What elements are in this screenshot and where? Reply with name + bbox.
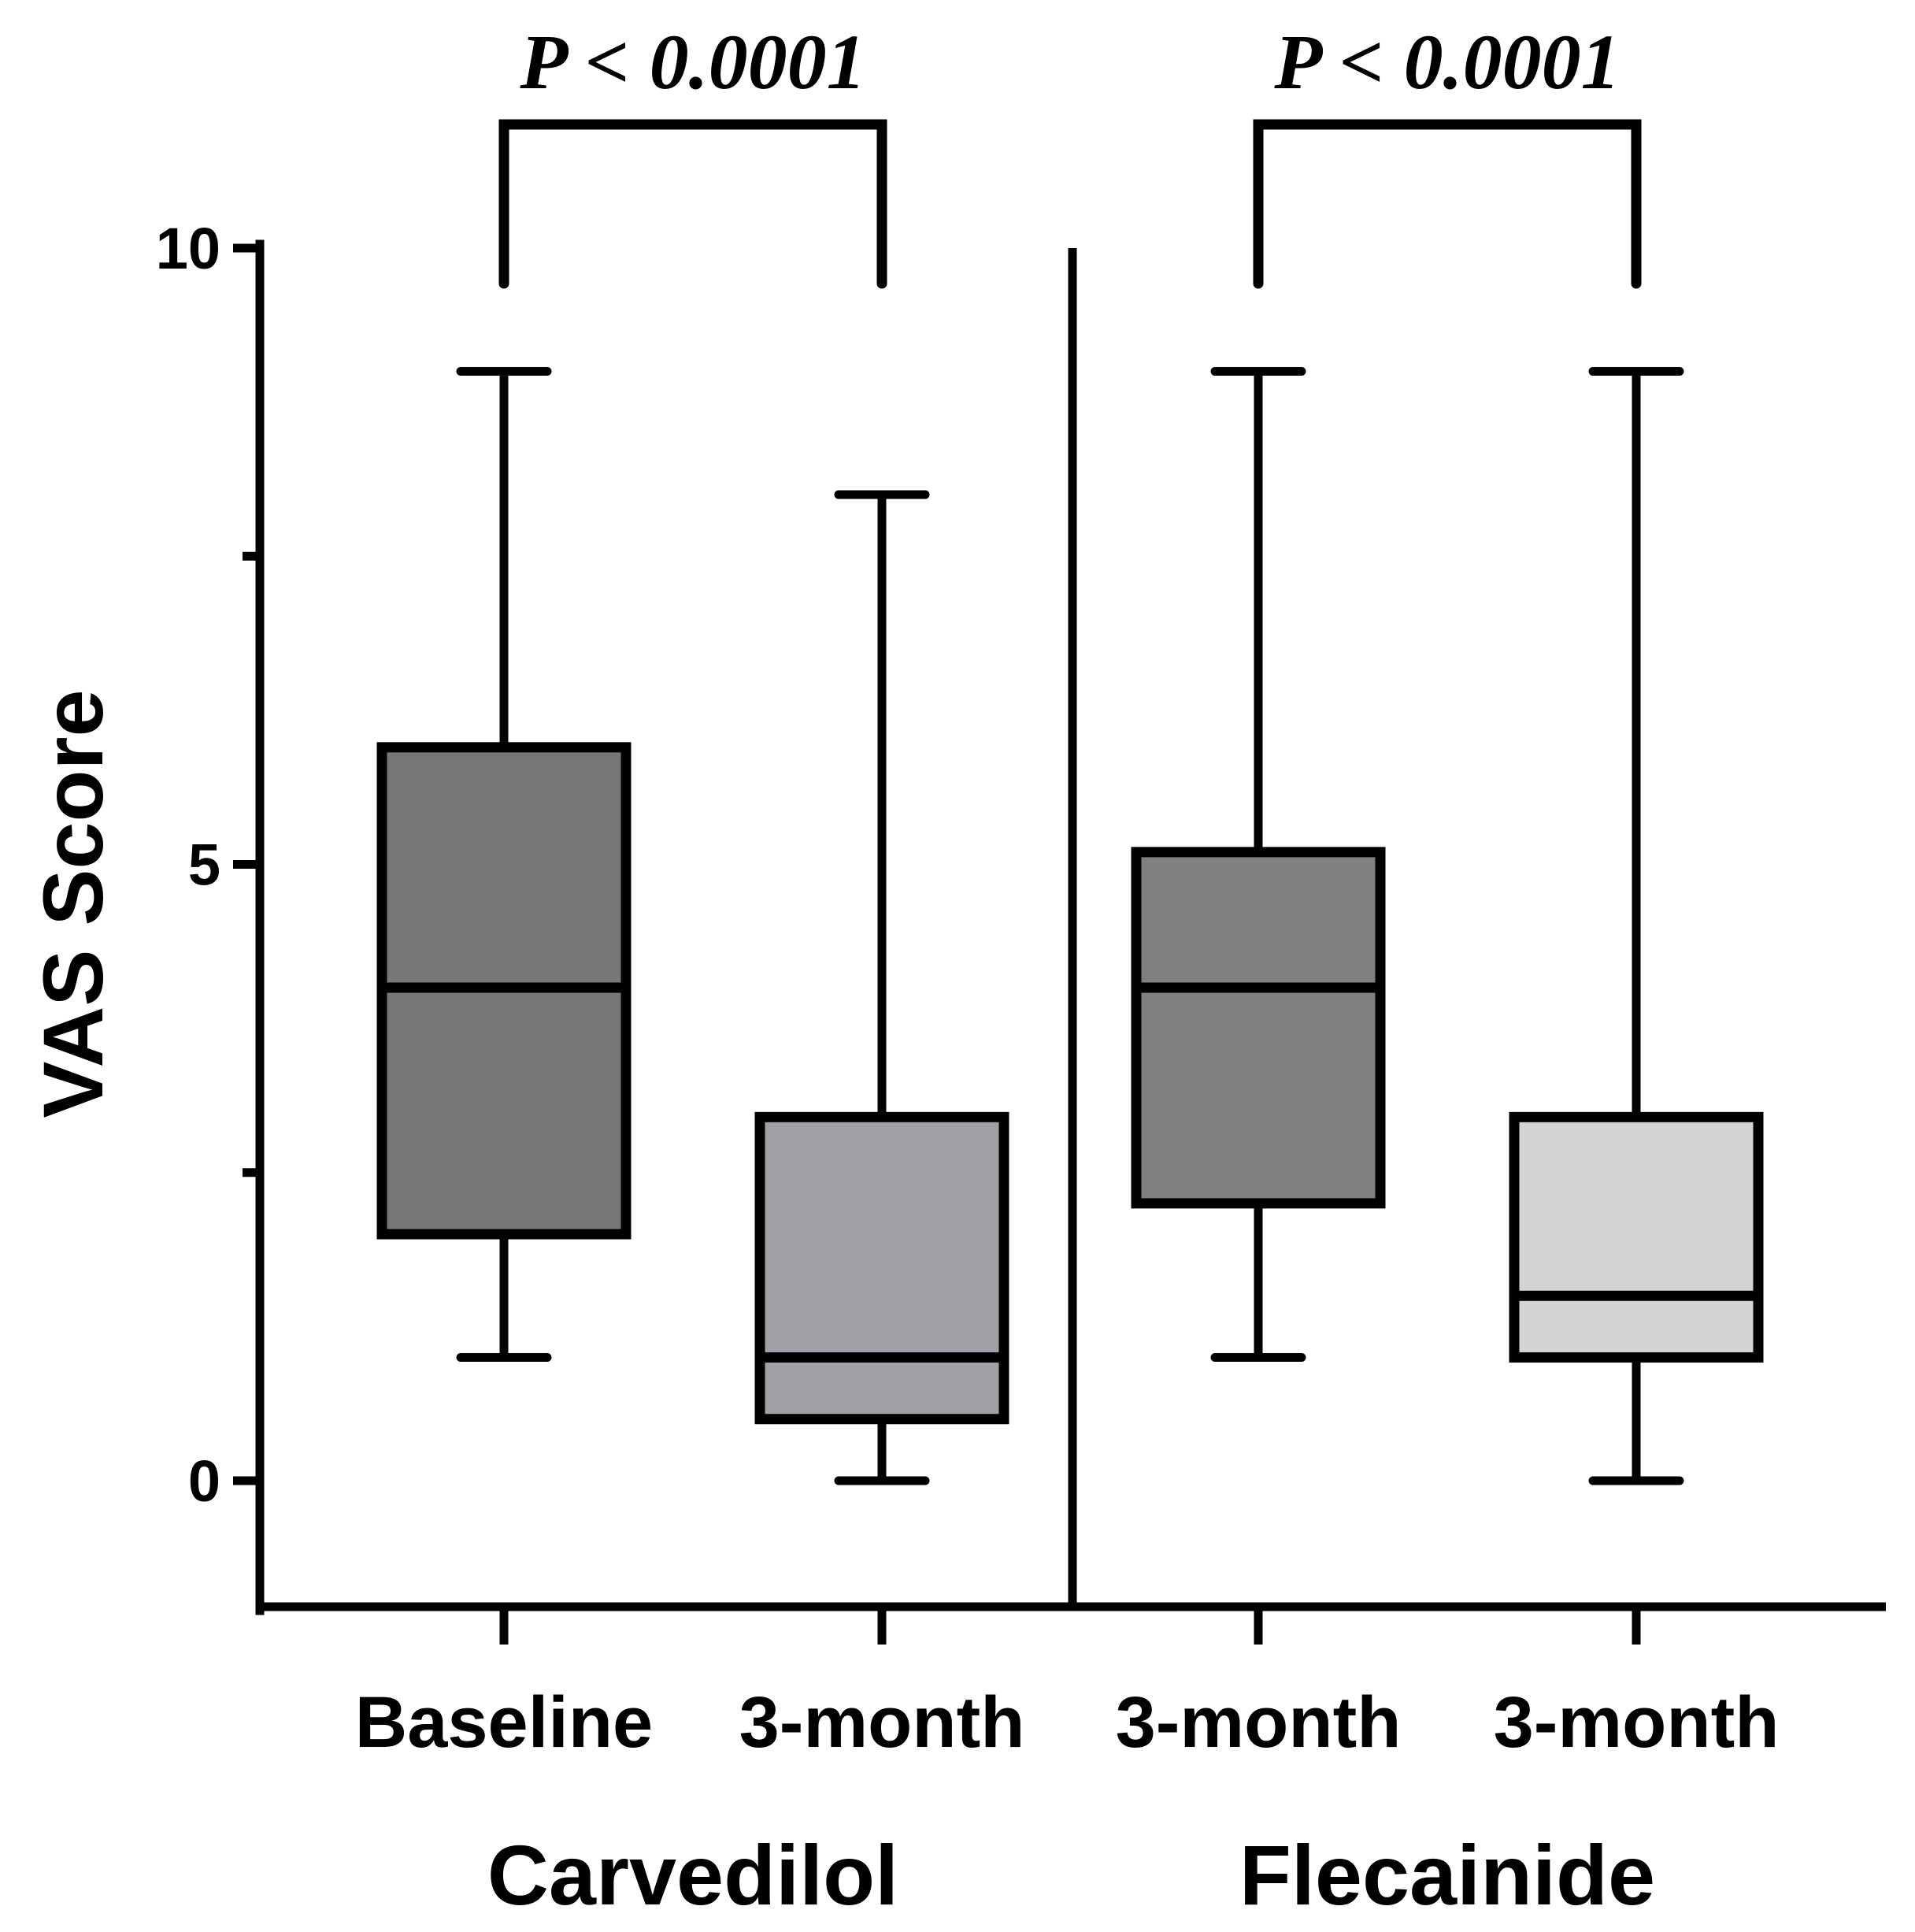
p-value-label-1: P < 0.0001 xyxy=(519,18,865,106)
iqr-box xyxy=(754,1111,1009,1425)
axes-layer xyxy=(233,239,1886,1645)
box-4 xyxy=(1509,367,1764,1485)
boxes-layer xyxy=(376,367,1764,1485)
group-label-flecainide: Flecainide xyxy=(1239,1827,1655,1923)
x-category-label-3: 3-month xyxy=(1116,1682,1402,1763)
annotations-layer: P < 0.0001 P < 0.0001 xyxy=(498,18,1642,289)
group-label-carvedilol: Carvedilol xyxy=(487,1827,898,1923)
y-axis-label: VAS Score xyxy=(25,689,120,1118)
labels-layer: 0 5 10 Baseline 3-month 3-month 3-month Carvedi… xyxy=(25,216,1779,1923)
x-category-label-4: 3-month xyxy=(1494,1682,1780,1763)
box-3 xyxy=(1131,367,1386,1362)
y-tick-label-5: 5 xyxy=(188,833,220,898)
significance-bracket-2 xyxy=(1253,119,1642,289)
x-category-label-2: 3-month xyxy=(739,1682,1025,1763)
iqr-box xyxy=(1509,1111,1764,1363)
significance-bracket-1 xyxy=(498,119,887,289)
box-2 xyxy=(754,490,1009,1485)
p-value-label-2: P < 0.0001 xyxy=(1273,18,1620,106)
y-tick-label-0: 0 xyxy=(188,1448,220,1514)
box-1 xyxy=(376,367,632,1362)
y-tick-label-10: 10 xyxy=(156,216,220,281)
x-category-label-1: Baseline xyxy=(355,1682,653,1763)
iqr-box xyxy=(1131,847,1386,1209)
